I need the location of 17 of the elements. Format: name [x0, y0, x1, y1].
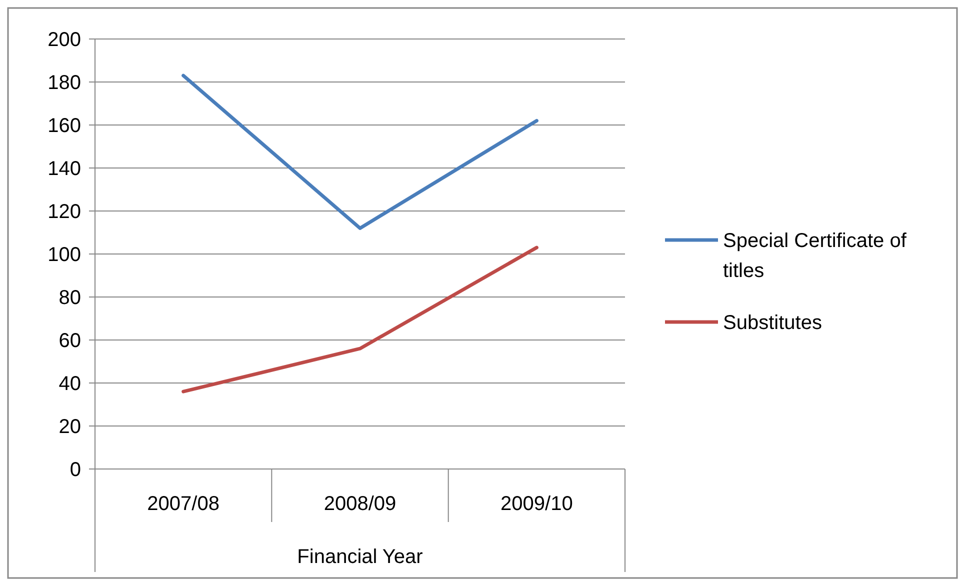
y-tick-label: 160: [48, 115, 81, 137]
x-tick-label: 2008/09: [324, 493, 396, 515]
x-axis-title: Financial Year: [297, 546, 424, 568]
y-tick-label: 80: [58, 287, 81, 309]
x-tick-label: 2009/10: [500, 493, 573, 515]
legend-label: Substitutes: [723, 312, 822, 334]
y-tick-label: 140: [48, 158, 81, 180]
y-tick-label: 120: [48, 201, 81, 223]
y-tick-label: 180: [48, 72, 81, 94]
y-tick-label: 40: [58, 373, 81, 395]
x-tick-label: 2007/08: [147, 493, 220, 515]
y-tick-label: 20: [58, 416, 81, 438]
legend-label: Special Certificate of titles: [723, 230, 907, 282]
y-tick-label: 60: [58, 330, 81, 352]
y-tick-label: 0: [70, 459, 81, 481]
y-tick-label: 200: [48, 29, 81, 51]
y-tick-label: 100: [48, 244, 81, 266]
